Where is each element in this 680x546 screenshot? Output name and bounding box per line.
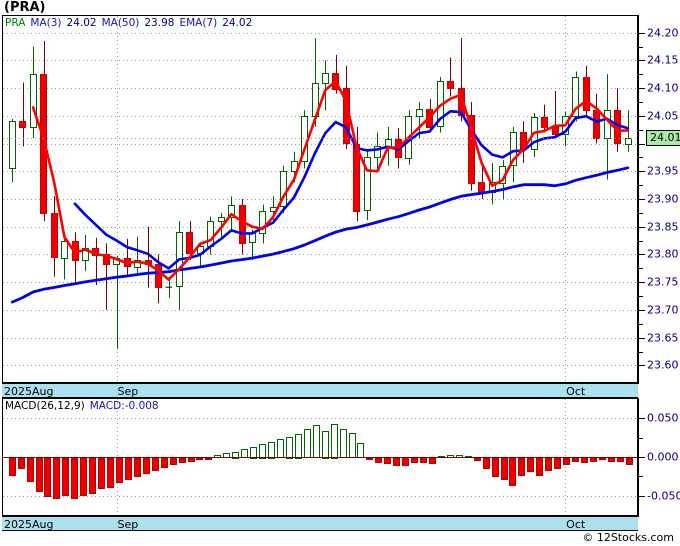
macd-y-tick [638, 418, 645, 420]
macd-y-tick-minor [638, 437, 643, 439]
y-axis-label: 23.60 [647, 358, 679, 372]
y-tick [638, 309, 645, 311]
legend-item: EMA(7) [179, 17, 218, 29]
macd-y-axis-label: -0.050 [647, 489, 680, 503]
y-tick [638, 282, 645, 284]
y-axis-label: 23.80 [647, 247, 679, 261]
macd-y-tick [638, 495, 645, 497]
price-plot [3, 16, 637, 382]
y-tick-minor [638, 268, 643, 270]
y-axis-label: 23.70 [647, 303, 679, 317]
y-tick-minor [638, 74, 643, 76]
legend-item: MA(50) [101, 17, 140, 29]
y-axis-label: 24.10 [647, 81, 679, 95]
y-tick [638, 88, 645, 90]
current-price-tag: 24.01 [646, 130, 680, 146]
y-tick [638, 171, 645, 173]
y-tick [638, 226, 645, 228]
x-axis-label: 2025Aug [4, 385, 54, 398]
macd-y-axis: 0.050 0.000 -0.050 [638, 398, 680, 517]
y-tick [638, 32, 645, 34]
y-axis-label: 24.15 [647, 53, 679, 67]
x-axis-label: Oct [566, 385, 586, 398]
x-axis-label: Sep [117, 518, 139, 531]
y-tick-minor [638, 185, 643, 187]
legend-item: PRA [5, 17, 26, 29]
y-tick [638, 60, 645, 62]
macd-y-axis-label: 0.050 [647, 411, 679, 425]
legend-item: MACD:-0.008 [89, 400, 159, 412]
y-axis-label: 24.20 [647, 26, 679, 40]
y-tick [638, 365, 645, 367]
y-tick-minor [638, 212, 643, 214]
price-x-axis: 2025AugSepOctNov [2, 383, 638, 398]
page-title: (PRA) [4, 0, 46, 15]
price-legend: PRA MA(3) 24.02 MA(50) 23.98 EMA(7) 24.02 [5, 18, 257, 29]
macd-y-axis-label: 0.000 [647, 450, 679, 464]
y-tick-minor [638, 157, 643, 159]
macd-y-tick [638, 457, 645, 458]
macd-legend: MACD(26,12,9) MACD:-0.008 [5, 401, 164, 412]
copyright-notice: © 12Stocks.com [582, 531, 674, 544]
y-axis-label: 23.65 [647, 331, 679, 345]
y-tick-minor [638, 240, 643, 242]
y-axis-label: 23.75 [647, 275, 679, 289]
y-axis-label: 23.85 [647, 220, 679, 234]
legend-item: 23.98 [144, 17, 175, 29]
x-axis-label: 2025Aug [4, 518, 54, 531]
legend-item: 24.02 [66, 17, 97, 29]
y-axis-label: 24.05 [647, 109, 679, 123]
y-tick [638, 199, 645, 200]
y-tick [638, 143, 645, 145]
y-axis-label: 23.90 [647, 192, 679, 206]
x-axis-label: Sep [117, 385, 139, 398]
x-axis-label: Oct [566, 518, 586, 531]
macd-plot [3, 399, 637, 515]
y-tick-minor [638, 46, 643, 48]
legend-item: 24.02 [222, 17, 253, 29]
macd-y-tick-minor [638, 476, 643, 478]
price-y-axis: 24.20 24.15 24.10 24.05 23.95 23.90 23.85 23.80… [638, 15, 680, 384]
y-tick [638, 115, 645, 117]
y-axis-label: 23.95 [647, 164, 679, 178]
y-tick [638, 337, 645, 339]
y-tick-minor [638, 101, 643, 103]
legend-item: MACD(26,12,9) [5, 400, 85, 412]
legend-item: MA(3) [30, 17, 62, 29]
y-tick-minor [638, 351, 643, 353]
y-tick-minor [638, 296, 643, 298]
y-tick-minor [638, 129, 643, 131]
y-tick [638, 254, 645, 256]
macd-x-axis: 2025AugSepOctNov [2, 516, 638, 531]
y-tick-minor [638, 323, 643, 325]
